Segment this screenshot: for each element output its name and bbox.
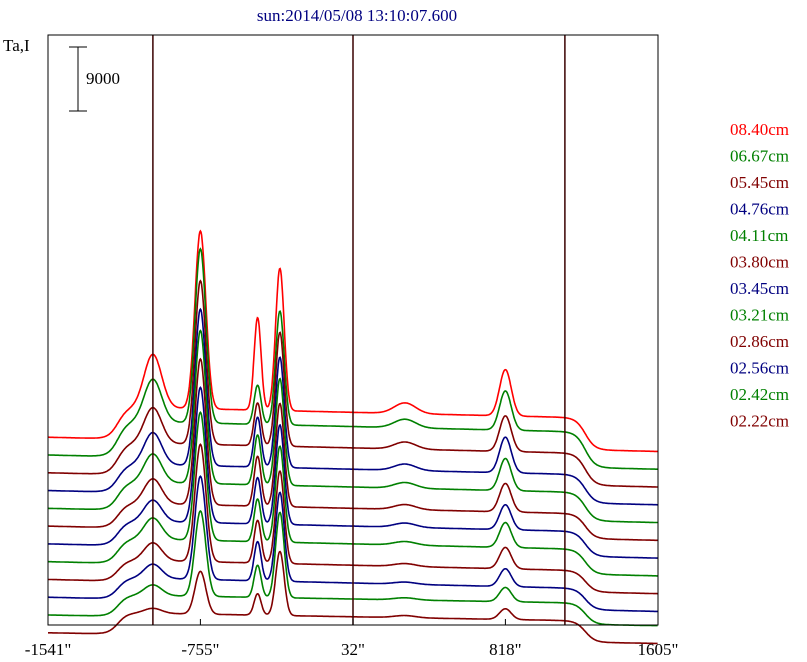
legend-entry: 04.11cm: [730, 226, 788, 245]
x-tick-label: -1541": [25, 640, 72, 659]
legend-entry: 05.45cm: [730, 173, 789, 192]
x-tick-label: -755": [181, 640, 219, 659]
legend: 08.40cm 06.67cm 05.45cm 04.76cm 04.11cm 03.80…: [730, 120, 789, 431]
x-tick-label: 32": [341, 640, 365, 659]
legend-entry: 04.76cm: [730, 200, 789, 219]
legend-entry: 06.67cm: [730, 147, 789, 166]
legend-entry: 02.56cm: [730, 359, 789, 378]
scale-bar: 9000: [69, 46, 120, 112]
legend-entry: 02.86cm: [730, 332, 789, 351]
vertical-markers: [152, 35, 566, 625]
legend-entry: 08.40cm: [730, 120, 789, 139]
legend-entry: 02.22cm: [730, 412, 789, 431]
legend-entry: 02.42cm: [730, 385, 789, 404]
y-axis-label: Ta,I: [3, 36, 30, 55]
x-tick-label: 818": [489, 640, 521, 659]
legend-entry: 03.45cm: [730, 279, 789, 298]
x-tick-labels: -1541" -755" 32" 818" 1605": [25, 619, 679, 659]
chart-title: sun:2014/05/08 13:10:07.600: [257, 6, 457, 25]
scale-bar-label: 9000: [86, 69, 120, 88]
x-tick-label: 1605": [638, 640, 679, 659]
legend-entry: 03.21cm: [730, 306, 789, 325]
legend-entry: 03.80cm: [730, 253, 789, 272]
